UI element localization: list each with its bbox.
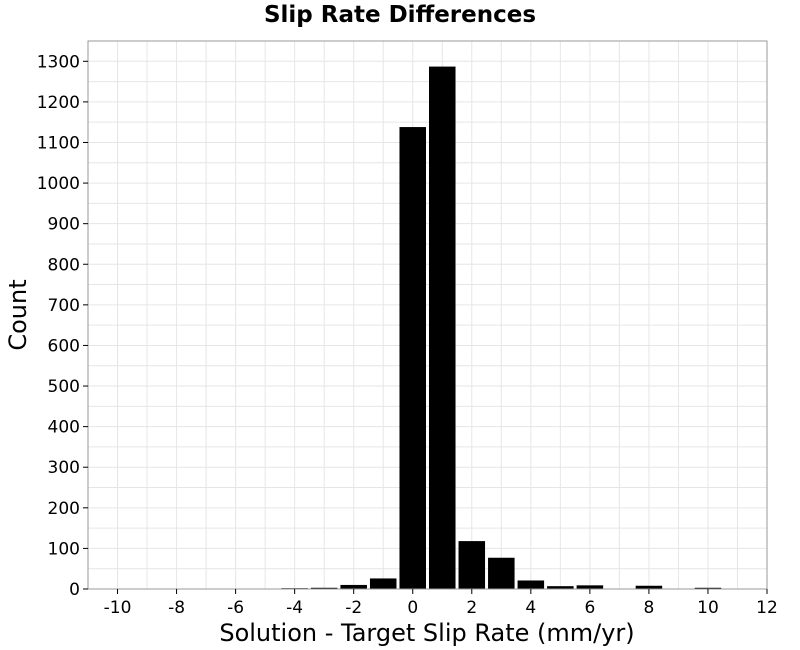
x-tick-labels: -10 -8 -6 -4 -2 0 2 4 6 8 10 12 (104, 589, 778, 618)
histogram-bar (310, 587, 338, 589)
bars (281, 66, 722, 590)
x-axis-label: Solution - Target Slip Rate (mm/yr) (219, 619, 634, 647)
grid-lines (87, 40, 768, 590)
y-tick-labels: 0 100 200 300 400 500 600 700 800 900 1000 1100 1200… (37, 52, 88, 600)
histogram-bar (429, 66, 456, 589)
x-tick-label: 8 (643, 598, 654, 618)
x-tick-label: 0 (407, 598, 418, 618)
x-tick-label: 2 (466, 598, 477, 618)
y-tick-label: 0 (69, 580, 80, 600)
x-tick-label: -4 (286, 598, 303, 618)
y-axis-label: Count (4, 279, 32, 350)
y-tick-label: 1000 (37, 174, 80, 194)
plot-border (87, 40, 768, 590)
x-tick-label: 12 (756, 598, 778, 618)
x-tick-label: -2 (345, 598, 362, 618)
histogram-bar (340, 584, 367, 589)
y-tick-label: 1100 (37, 133, 80, 153)
histogram-bar (488, 557, 515, 589)
y-tick-label: 1200 (37, 93, 80, 113)
plot-area (88, 41, 767, 589)
chart-title: Slip Rate Differences (263, 2, 537, 28)
y-tick-label: 200 (48, 499, 80, 519)
histogram-bar (517, 580, 545, 589)
y-tick-label: 300 (48, 458, 80, 478)
x-tick-label: 4 (525, 598, 536, 618)
histogram-bar (547, 586, 574, 589)
x-tick-label: 10 (697, 598, 719, 618)
y-tick-label: 400 (48, 418, 80, 438)
x-tick-label: -10 (104, 598, 132, 618)
histogram-bar (635, 585, 663, 589)
histogram-bar (399, 127, 426, 589)
y-tick-label: 800 (48, 255, 80, 275)
x-tick-label: -8 (168, 598, 185, 618)
histogram-bar (576, 585, 604, 589)
histogram-bar (458, 541, 486, 589)
x-tick-label: -6 (227, 598, 244, 618)
y-tick-label: 500 (48, 377, 80, 397)
y-tick-label: 100 (48, 539, 80, 559)
histogram-bar (694, 587, 722, 589)
y-tick-label: 900 (48, 215, 80, 235)
y-tick-label: 1300 (37, 52, 80, 72)
y-tick-label: 700 (48, 296, 80, 316)
histogram-bar (369, 578, 397, 589)
y-tick-label: 600 (48, 336, 80, 356)
x-tick-label: 6 (584, 598, 595, 618)
